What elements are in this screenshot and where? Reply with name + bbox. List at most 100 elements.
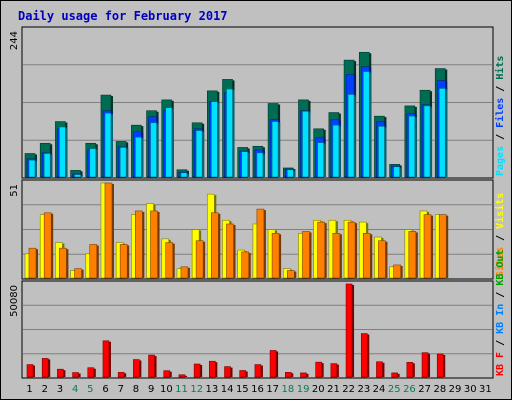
chart-title: Daily usage for February 2017 <box>18 9 228 23</box>
bar-kbf-day-10 <box>163 370 171 378</box>
x-tick-day-26: 26 <box>403 384 416 395</box>
legend-kb-f: KB F <box>495 352 506 376</box>
bar-sites-day-7 <box>119 244 128 279</box>
legend-kb-out: KB Out <box>495 250 506 286</box>
x-tick-day-30: 30 <box>464 384 477 395</box>
bar-kbf-day-6 <box>102 340 110 378</box>
bar-sites-day-17 <box>271 232 280 279</box>
x-tick-day-24: 24 <box>373 384 386 395</box>
bar-kbf-day-19 <box>300 372 307 378</box>
x-tick-day-15: 15 <box>236 384 249 395</box>
bar-hits-day-25 <box>393 166 400 178</box>
x-tick-day-16: 16 <box>251 384 264 395</box>
bar-hits-day-22 <box>347 94 355 178</box>
bar-kbf-day-1 <box>26 364 34 378</box>
bar-kbf-day-12 <box>193 363 201 378</box>
x-tick-day-7: 7 <box>118 384 124 395</box>
legend-sites: Sites <box>494 247 506 277</box>
x-tick-day-18: 18 <box>282 384 295 395</box>
bar-hits-day-8 <box>135 136 142 178</box>
bar-hits-day-5 <box>89 148 97 178</box>
legend-hits: Hits <box>494 56 506 80</box>
bar-kbf-day-15 <box>239 370 247 378</box>
side-legend-kbytes: KB F / KB In / KB Out <box>495 250 506 376</box>
bar-sites-day-24 <box>378 240 386 279</box>
bar-hits-day-3 <box>59 126 66 178</box>
bar-sites-day-20 <box>317 221 325 279</box>
bar-kbf-day-3 <box>57 368 64 378</box>
x-tick-day-13: 13 <box>206 384 219 395</box>
x-tick-day-10: 10 <box>160 384 173 395</box>
y-max-label: 244 <box>9 31 20 50</box>
bar-sites-day-25 <box>393 264 401 279</box>
x-tick-day-1: 1 <box>26 384 32 395</box>
bar-sites-day-19 <box>302 231 310 279</box>
bar-sites-day-23 <box>362 232 371 279</box>
x-tick-day-22: 22 <box>342 384 355 395</box>
bar-hits-day-20 <box>317 142 324 178</box>
bar-hits-day-24 <box>378 126 385 178</box>
bar-hits-day-2 <box>43 153 51 178</box>
bar-kbf-day-24 <box>376 361 383 378</box>
bar-kbf-day-14 <box>224 366 231 378</box>
legend-/: / <box>495 128 506 146</box>
bar-sites-day-22 <box>347 221 356 279</box>
bar-sites-day-12 <box>195 240 204 279</box>
bar-sites-day-21 <box>332 232 341 279</box>
bar-kbf-day-17 <box>269 350 277 378</box>
bar-hits-day-17 <box>271 121 279 178</box>
bar-hits-day-28 <box>438 88 446 178</box>
bar-sites-day-11 <box>180 266 189 279</box>
bar-sites-day-9 <box>150 210 158 279</box>
bar-hits-day-14 <box>226 88 233 178</box>
x-tick-day-14: 14 <box>221 384 234 395</box>
x-tick-day-9: 9 <box>148 384 154 395</box>
bar-sites-day-5 <box>89 244 98 279</box>
x-tick-day-8: 8 <box>133 384 139 395</box>
bar-hits-day-7 <box>119 147 127 178</box>
side-legend-visits-sites: Sites / Visits <box>494 193 506 277</box>
bar-kbf-day-21 <box>330 363 338 378</box>
bar-kbf-day-27 <box>421 352 429 378</box>
bar-kbf-day-5 <box>87 367 95 378</box>
x-tick-day-19: 19 <box>297 384 310 395</box>
bar-hits-day-10 <box>165 107 173 178</box>
x-tick-day-5: 5 <box>87 384 93 395</box>
bar-kbf-day-22 <box>345 283 353 378</box>
x-tick-day-2: 2 <box>42 384 48 395</box>
bar-sites-day-15 <box>241 251 250 279</box>
bar-hits-day-19 <box>302 111 309 178</box>
bar-sites-day-10 <box>165 242 174 279</box>
bar-kbf-day-11 <box>178 374 186 378</box>
bar-kbf-day-25 <box>391 372 398 378</box>
x-tick-day-12: 12 <box>190 384 203 395</box>
bar-sites-day-16 <box>256 208 265 279</box>
bar-kbf-day-2 <box>41 358 49 378</box>
x-tick-day-11: 11 <box>175 384 188 395</box>
bar-kbf-day-20 <box>315 361 322 378</box>
bar-sites-day-13 <box>211 212 219 279</box>
side-legend-hits-files-pages: Pages / Files / Hits <box>494 56 506 176</box>
bar-kbf-day-8 <box>133 359 140 378</box>
bar-hits-day-26 <box>408 115 416 178</box>
bar-kbf-day-28 <box>436 353 444 378</box>
bar-hits-day-4 <box>74 174 81 178</box>
bar-sites-day-26 <box>408 231 417 279</box>
bar-hits-day-18 <box>286 169 294 178</box>
x-tick-day-29: 29 <box>449 384 462 395</box>
bar-sites-day-3 <box>59 247 67 279</box>
bar-kbf-day-26 <box>406 362 414 378</box>
bar-hits-day-11 <box>180 172 188 178</box>
x-tick-day-4: 4 <box>72 384 78 395</box>
bar-hits-day-12 <box>195 130 203 178</box>
x-tick-day-28: 28 <box>433 384 446 395</box>
bar-sites-day-1 <box>28 247 37 279</box>
x-tick-day-17: 17 <box>266 384 279 395</box>
bar-kbf-day-9 <box>148 354 155 378</box>
bar-sites-day-6 <box>104 182 113 279</box>
bar-kbf-day-16 <box>254 364 262 378</box>
legend-kb-in: KB In <box>495 304 506 334</box>
bar-hits-day-9 <box>150 122 157 178</box>
bar-hits-day-1 <box>28 159 36 178</box>
